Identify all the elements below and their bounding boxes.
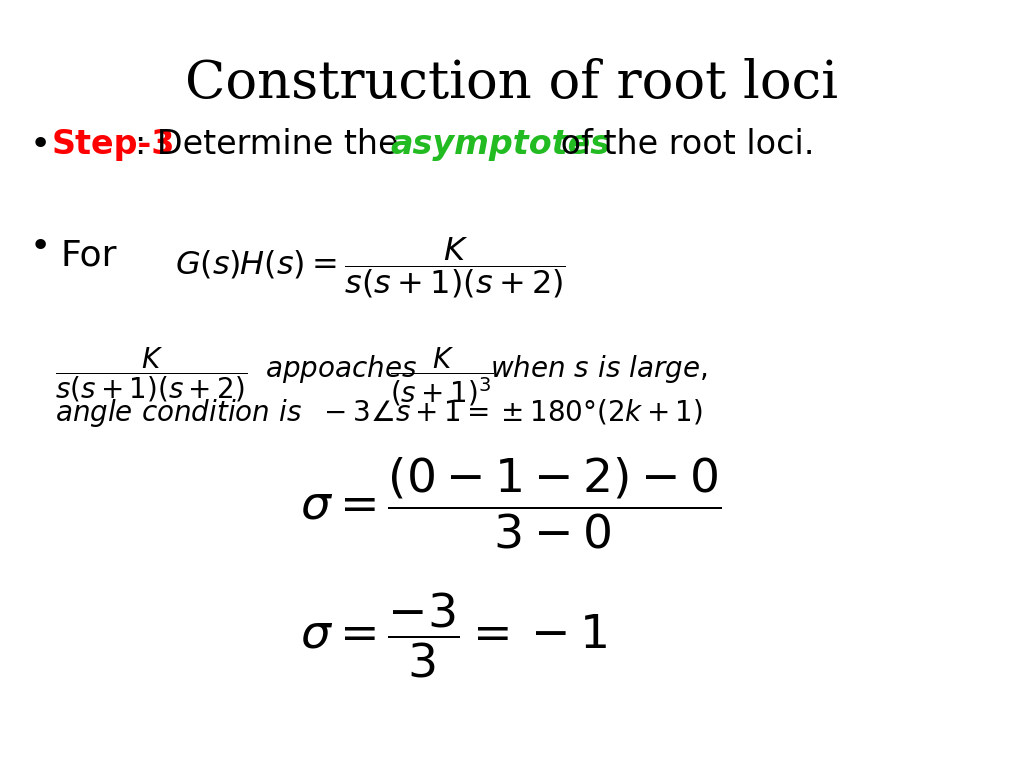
Text: $\dfrac{K}{(s+1)^{3}}$: $\dfrac{K}{(s+1)^{3}}$ — [390, 345, 494, 408]
Text: $\sigma=\dfrac{(0-1-2)-0}{3-0}$: $\sigma=\dfrac{(0-1-2)-0}{3-0}$ — [300, 455, 721, 551]
Text: $\dfrac{K}{s(s+1)(s+2)}$: $\dfrac{K}{s(s+1)(s+2)}$ — [55, 345, 247, 404]
Text: : Determine the: : Determine the — [135, 128, 410, 161]
Text: of the root loci.: of the root loci. — [550, 128, 814, 161]
Text: •: • — [30, 230, 51, 264]
Text: $G(s)H(s)=\dfrac{K}{s(s+1)(s+2)}$: $G(s)H(s)=\dfrac{K}{s(s+1)(s+2)}$ — [175, 235, 566, 300]
Text: $\mathit{angle\ condition\ is}\ \ -3\angle s+1 = \pm180°(2k+1)$: $\mathit{angle\ condition\ is}\ \ -3\ang… — [55, 397, 702, 429]
Text: $\sigma=\dfrac{-3}{3}=-1$: $\sigma=\dfrac{-3}{3}=-1$ — [300, 590, 607, 680]
Text: For: For — [60, 238, 117, 272]
Text: •: • — [30, 128, 51, 162]
Text: $\mathit{when\ s\ is\ large,}$: $\mathit{when\ s\ is\ large,}$ — [490, 353, 708, 385]
Text: $\mathit{appoaches}$: $\mathit{appoaches}$ — [265, 353, 417, 385]
Text: asymptotes: asymptotes — [390, 128, 610, 161]
Text: Step-3: Step-3 — [52, 128, 175, 161]
Text: Construction of root loci: Construction of root loci — [185, 58, 839, 109]
